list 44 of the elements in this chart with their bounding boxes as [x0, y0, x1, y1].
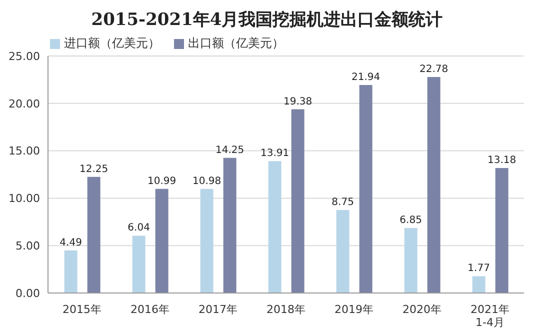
bar	[427, 77, 440, 293]
data-label: 6.04	[128, 222, 150, 234]
bar	[268, 161, 282, 293]
bar	[404, 228, 418, 293]
data-label: 19.38	[284, 96, 312, 108]
y-tick-label: 25.00	[8, 50, 40, 63]
data-label: 10.98	[192, 176, 222, 187]
data-label: 21.94	[352, 72, 380, 84]
y-tick-label: 15.00	[8, 144, 40, 158]
bar	[495, 168, 508, 293]
legend-label: 进口额（亿美元）	[63, 35, 160, 52]
x-tick-label: 2015年	[62, 303, 102, 316]
y-tick-label: 5.00	[16, 240, 40, 253]
x-tick-label: 2017年	[198, 303, 238, 316]
data-label: 1.77	[468, 263, 490, 274]
data-label: 12.25	[80, 164, 108, 175]
bar	[223, 158, 236, 293]
legend-label: 出口额（亿美元）	[187, 35, 284, 52]
x-tick-label: 2016年	[130, 303, 170, 316]
data-label: 22.78	[420, 64, 448, 76]
bar	[87, 176, 100, 293]
data-label: 6.85	[400, 215, 422, 226]
bar	[291, 109, 304, 293]
data-label: 13.18	[488, 155, 516, 166]
bar	[200, 188, 214, 293]
chart-title: 2015-2021年4月我国挖掘机进出口金额统计	[90, 9, 444, 31]
data-label: 8.75	[332, 197, 354, 208]
x-tick-label: 2018年	[266, 303, 306, 316]
x-tick-label: 2020年	[402, 303, 442, 316]
y-tick-label: 10.00	[8, 192, 40, 206]
bar	[132, 236, 146, 293]
bar	[64, 250, 78, 293]
bar	[359, 85, 372, 293]
data-label: 4.49	[60, 237, 82, 248]
data-label: 14.25	[216, 144, 244, 156]
bar	[336, 210, 350, 293]
x-tick-label: 2021年 1-4月	[470, 303, 510, 329]
y-tick-label: 0.00	[16, 286, 40, 300]
data-label: 13.91	[260, 148, 290, 160]
x-tick-label: 2019年	[334, 303, 374, 316]
bar	[155, 188, 168, 293]
y-tick-label: 20.00	[8, 97, 40, 110]
data-label: 10.99	[148, 176, 176, 187]
bar	[472, 276, 486, 293]
